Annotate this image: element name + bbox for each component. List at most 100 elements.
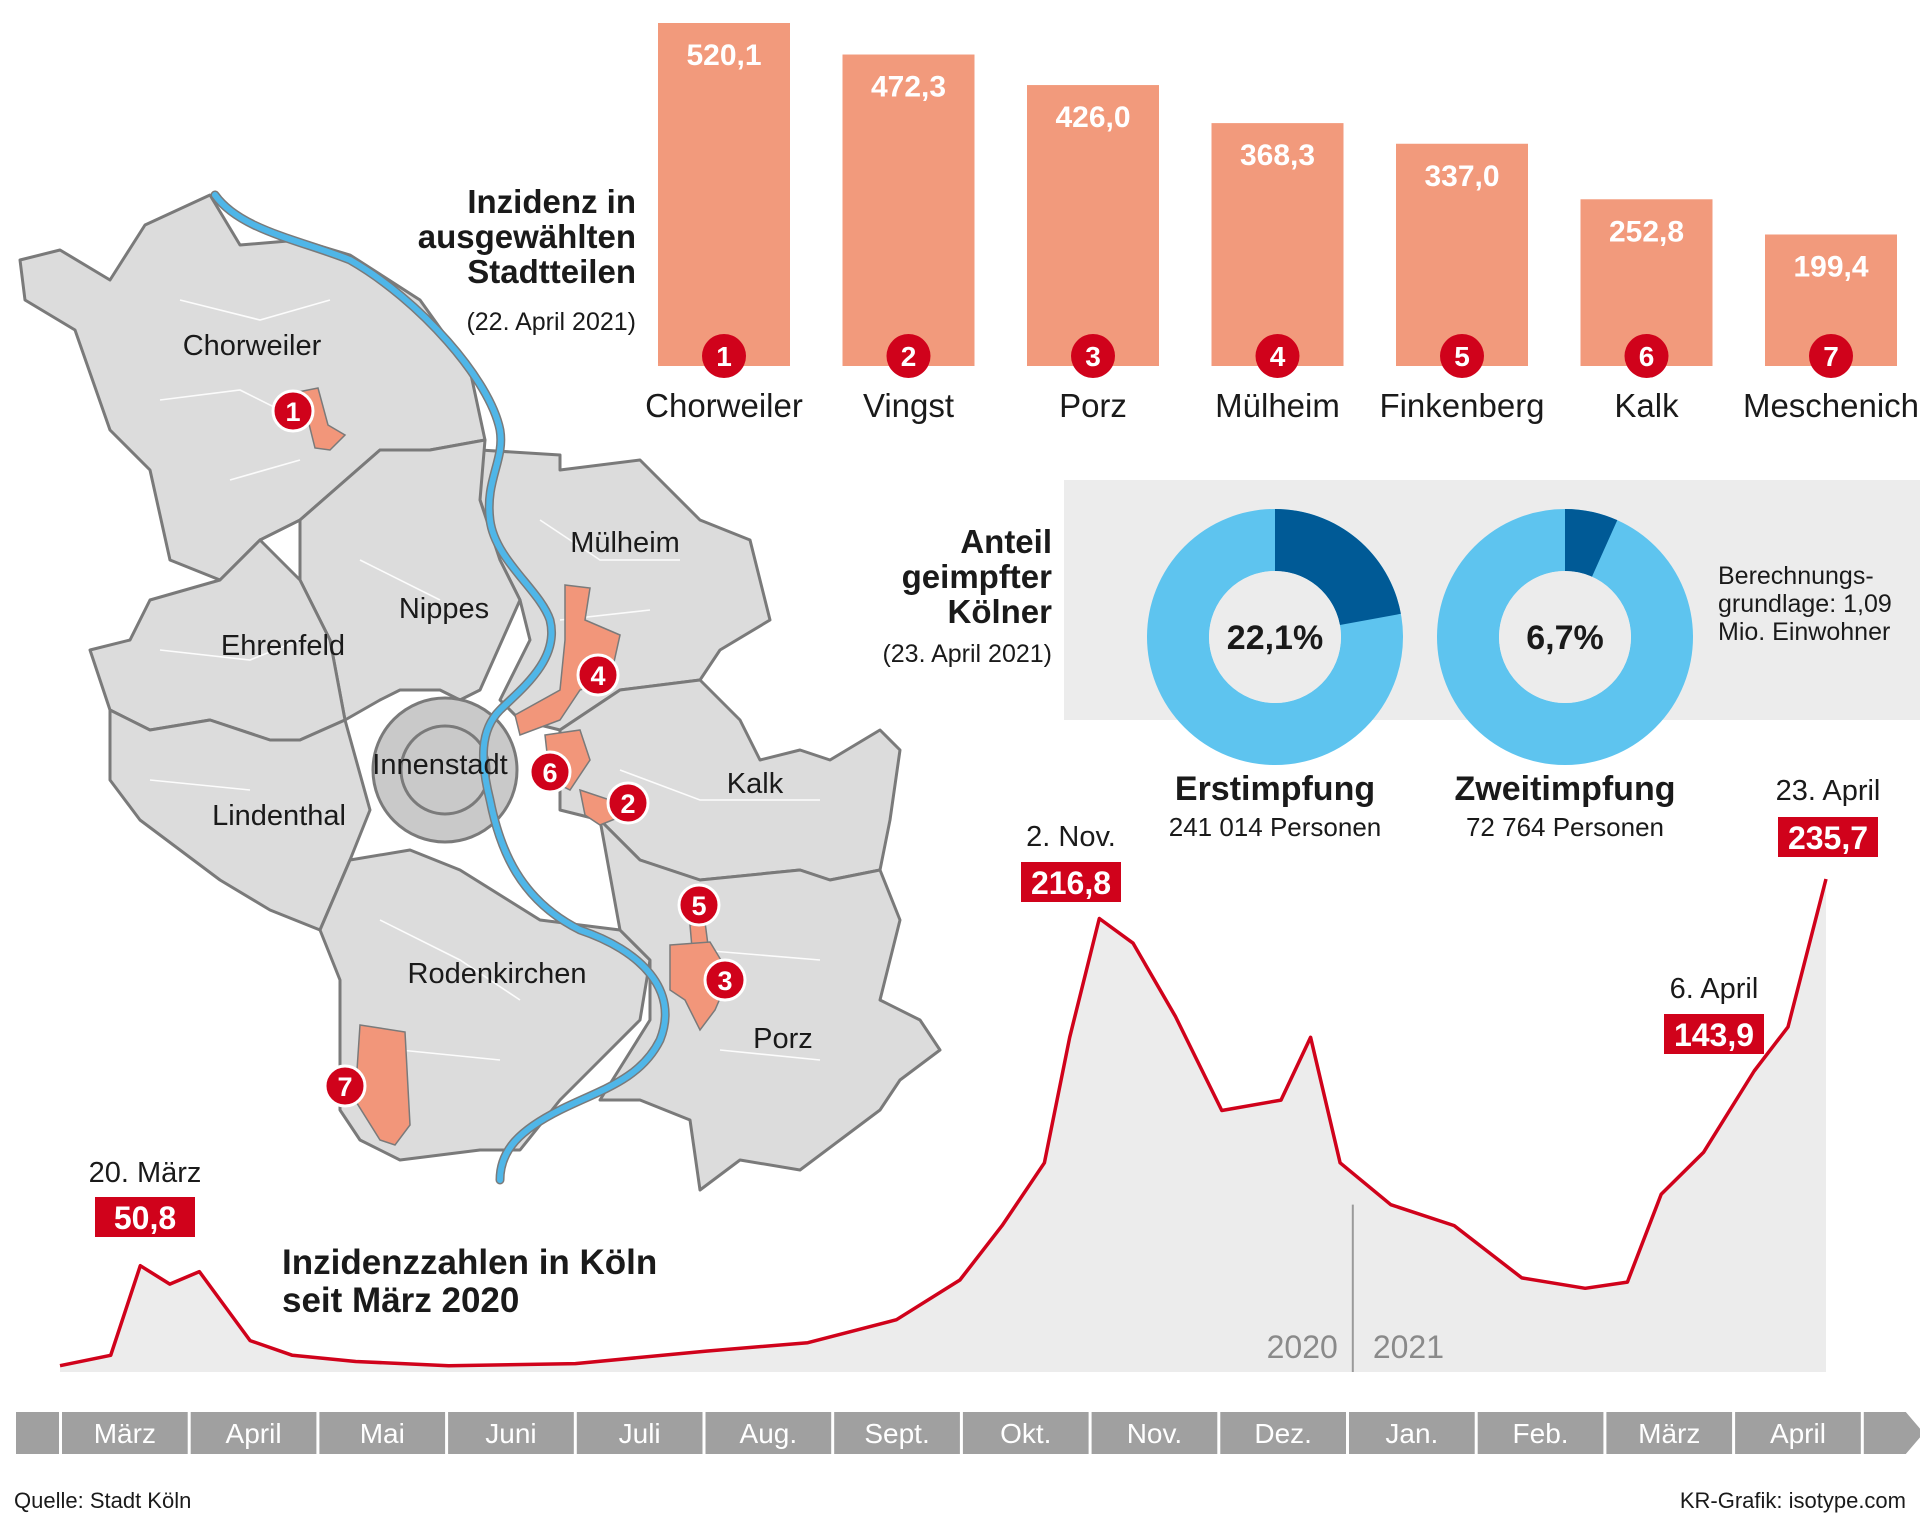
month-label: Mai <box>360 1418 405 1449</box>
svg-text:4: 4 <box>590 661 605 691</box>
month-label: April <box>1770 1418 1826 1449</box>
district-label-porz: Porz <box>753 1023 813 1055</box>
month-cell <box>1477 1412 1604 1454</box>
month-label: März <box>1638 1418 1700 1449</box>
svg-text:7: 7 <box>337 1072 352 1102</box>
district-labels: Chorweiler Mülheim Nippes Ehrenfeld Inne… <box>183 330 813 1055</box>
bar-category-label: Chorweiler <box>645 387 803 424</box>
month-label: Okt. <box>1000 1418 1051 1449</box>
month-label: Juli <box>619 1418 661 1449</box>
month-label: Sept. <box>864 1418 929 1449</box>
donut-ring-segment <box>1275 509 1401 626</box>
bar-value-label: 368,3 <box>1240 139 1315 172</box>
annotation-value: 216,8 <box>1031 865 1111 901</box>
bar-number-label: 6 <box>1639 341 1655 372</box>
svg-text:5: 5 <box>691 891 706 921</box>
bar-number-label: 3 <box>1085 341 1101 372</box>
bar-value-label: 199,4 <box>1793 250 1868 283</box>
bar-number-label: 1 <box>716 341 732 372</box>
annotation-value-box <box>1664 1014 1764 1054</box>
vaccination-title: Anteil geimpfter Kölner <box>901 523 1052 630</box>
bar-value-label: 252,8 <box>1609 215 1684 248</box>
map-marker-3: 3 <box>703 958 747 1002</box>
donut-ring-hole <box>1499 571 1631 703</box>
district-label-nippes: Nippes <box>399 593 489 625</box>
bar-category-label: Finkenberg <box>1379 387 1544 424</box>
line-chart-title: Inzidenzzahlen in Köln seit März 2020 <box>282 1243 658 1320</box>
month-cell <box>576 1412 703 1454</box>
month-cell <box>319 1412 446 1454</box>
month-cell <box>1606 1412 1733 1454</box>
map-marker-7: 7 <box>323 1064 367 1108</box>
credit-note: KR-Grafik: isotype.com <box>1679 1488 1906 1513</box>
annotation-value: 50,8 <box>114 1200 176 1236</box>
bar-value-label: 337,0 <box>1424 160 1499 193</box>
map-marker-6: 6 <box>528 750 572 794</box>
bar-category-label: Mülheim <box>1215 387 1340 424</box>
month-label: Dez. <box>1254 1418 1312 1449</box>
svg-text:3: 3 <box>717 966 732 996</box>
annotation-date: 20. März <box>89 1157 202 1189</box>
bar-value-label: 520,1 <box>686 39 761 72</box>
district-label-innenstadt: Innenstadt <box>372 749 507 781</box>
district-label-lindenthal: Lindenthal <box>212 800 346 832</box>
ring-label-second: Zweitimpfung <box>1454 770 1676 808</box>
month-cell <box>834 1412 960 1454</box>
bar-number-badge <box>702 334 746 378</box>
month-band-arrow <box>1863 1412 1920 1454</box>
map-marker-1: 1 <box>271 389 315 433</box>
map-marker-2: 2 <box>606 781 650 825</box>
month-label: Jan. <box>1385 1418 1438 1449</box>
month-cell <box>962 1412 1089 1454</box>
donut-ring-hole <box>1209 571 1341 703</box>
svg-text:2: 2 <box>620 789 635 819</box>
month-label: Nov. <box>1127 1418 1183 1449</box>
bar-number-badge <box>1809 334 1853 378</box>
vaccination-date: (23. April 2021) <box>882 640 1052 668</box>
annotation-value-box <box>1778 817 1878 857</box>
year-label-2020: 2020 <box>1267 1329 1338 1365</box>
district-label-chorweiler: Chorweiler <box>183 330 322 362</box>
bar-category-label: Vingst <box>863 387 954 424</box>
map-markers: 1 4 6 2 5 3 7 <box>271 389 747 1108</box>
month-label: Aug. <box>740 1418 798 1449</box>
bar-chart: 520,1 1 Chorweiler 472,3 2 Vingst 426,0 3 Porz 36… <box>645 23 1919 424</box>
district-innenstadt <box>371 696 519 844</box>
month-label: Juni <box>485 1418 536 1449</box>
month-cell <box>62 1412 188 1454</box>
district-label-kalk: Kalk <box>727 768 784 800</box>
highlight-area-4 <box>514 584 621 736</box>
svg-text:1: 1 <box>285 397 300 427</box>
bar-chart-date: (22. April 2021) <box>466 308 636 336</box>
bar <box>1211 123 1344 366</box>
bar-number-badge <box>1255 334 1300 378</box>
annotation-date: 23. April <box>1776 775 1881 807</box>
district-label-ehrenfeld: Ehrenfeld <box>221 630 345 662</box>
incidence-line-chart: 2020 2021 März April Mai Juni Juli Aug. Sept. Okt… <box>16 775 1920 1454</box>
svg-text:6: 6 <box>542 758 557 788</box>
month-cell <box>448 1412 574 1454</box>
annotation-value: 235,7 <box>1788 820 1868 856</box>
month-cell <box>1735 1412 1861 1454</box>
bar <box>1396 143 1528 366</box>
month-label: Feb. <box>1513 1418 1569 1449</box>
bar-number-badge <box>886 334 931 378</box>
donut-value-label: 6,7% <box>1526 619 1604 657</box>
incidence-line <box>59 878 1828 1368</box>
month-label: April <box>226 1418 282 1449</box>
district-label-muelheim: Mülheim <box>570 527 680 559</box>
month-cell <box>1091 1412 1218 1454</box>
donut-ring-segment <box>1565 509 1618 577</box>
bar-number-badge <box>1440 334 1484 378</box>
map-marker-4: 4 <box>576 653 620 697</box>
month-label: März <box>94 1418 156 1449</box>
bar <box>1027 85 1159 367</box>
ring-sub-second: 72 764 Personen <box>1465 812 1665 842</box>
annotation-value-box <box>1021 862 1121 902</box>
bar <box>658 23 790 366</box>
bar <box>842 54 975 366</box>
ring-label-first: Erstimpfung <box>1174 770 1376 808</box>
innenstadt-ring <box>399 724 491 816</box>
bar-category-label: Meschenich <box>1743 387 1919 424</box>
source-note: Quelle: Stadt Köln <box>14 1488 192 1513</box>
